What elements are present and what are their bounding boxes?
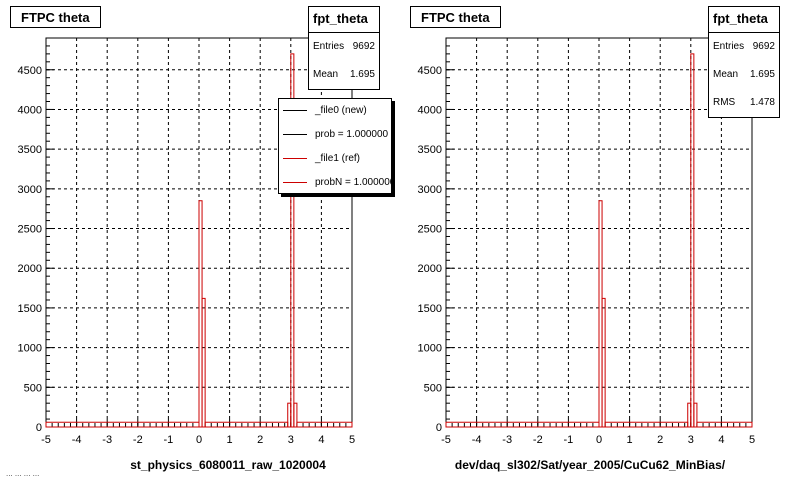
legend-line-black <box>283 134 307 135</box>
right-x-tick-label: 0 <box>596 434 602 446</box>
left-stats-row-mean: Mean 1.695 <box>309 61 379 89</box>
left-stats-mean-label: Mean <box>313 69 339 80</box>
left-stats-mean-value: 1.695 <box>349 69 375 80</box>
left-chart-title: FTPC theta <box>10 6 101 28</box>
left-stats-row-entries: Entries 9692 <box>309 33 379 61</box>
right-x-tick-label: 4 <box>718 434 724 446</box>
left-y-tick-label: 1500 <box>18 303 42 315</box>
right-x-tick-label: 2 <box>657 434 663 446</box>
right-y-tick-label: 0 <box>436 422 442 434</box>
right-x-tick-label: -5 <box>441 434 451 446</box>
footer-timestamp: ... ... ... ... <box>6 469 40 478</box>
left-y-tick-label: 500 <box>24 382 42 394</box>
right-stats-row-mean: Mean 1.695 <box>709 61 779 89</box>
left-histogram-bin <box>293 402 298 428</box>
legend-entry-label: _file0 (new) <box>315 105 367 116</box>
left-y-tick-label: 1000 <box>18 343 42 355</box>
right-x-axis-label: dev/daq_sl302/Sat/year_2005/CuCu62_MinBi… <box>454 458 726 472</box>
right-stats-row-entries: Entries 9692 <box>709 33 779 61</box>
left-x-tick-label: -3 <box>102 434 112 446</box>
right-stats-rms-value: 1.478 <box>749 97 775 108</box>
left-stats-entries-value: 9692 <box>352 41 375 52</box>
right-y-tick-label: 4500 <box>418 65 442 77</box>
right-x-tick-label: 1 <box>627 434 633 446</box>
right-stats-entries-label: Entries <box>713 41 745 52</box>
right-stats-name: fpt_theta <box>709 7 779 33</box>
left-y-tick-label: 3500 <box>18 144 42 156</box>
left-x-axis-label: st_physics_6080011_raw_1020004 <box>130 458 326 472</box>
left-histogram-bin <box>290 53 295 428</box>
left-x-tick-label: -2 <box>133 434 143 446</box>
left-x-tick-label: 5 <box>349 434 355 446</box>
left-x-tick-label: -5 <box>41 434 51 446</box>
right-histogram-bin <box>696 421 753 428</box>
left-x-tick-label: 2 <box>257 434 263 446</box>
right-x-tick-label: -2 <box>533 434 543 446</box>
right-histogram-bin <box>693 402 698 428</box>
left-histogram-bin <box>296 421 353 428</box>
legend-entry-label: _file1 (ref) <box>315 153 361 164</box>
legend-entry-probn: probN = 1.000000 <box>279 171 392 193</box>
left-x-tick-label: 4 <box>318 434 324 446</box>
right-stats-mean-label: Mean <box>713 69 739 80</box>
right-stats-row-rms: RMS 1.478 <box>709 89 779 117</box>
left-stats-box: fpt_theta Entries 9692 Mean 1.695 <box>308 6 380 90</box>
legend-line-black <box>283 110 307 111</box>
right-stats-mean-value: 1.695 <box>749 69 775 80</box>
right-x-tick-label: 5 <box>749 434 755 446</box>
left-stats-name: fpt_theta <box>309 7 379 33</box>
legend-entry-label: prob = 1.000000 <box>315 129 389 140</box>
left-x-tick-label: 1 <box>227 434 233 446</box>
right-y-tick-label: 500 <box>424 382 442 394</box>
left-y-tick-label: 4500 <box>18 65 42 77</box>
right-y-tick-label: 2500 <box>418 224 442 236</box>
legend-entry-label: probN = 1.000000 <box>315 177 392 188</box>
left-x-tick-label: 0 <box>196 434 202 446</box>
right-x-tick-label: 3 <box>688 434 694 446</box>
right-histogram-bin <box>601 297 606 428</box>
right-histogram-bin <box>690 53 695 428</box>
right-stats-rms-label: RMS <box>713 97 736 108</box>
legend-entry-file1: _file1 (ref) <box>279 147 391 171</box>
left-y-tick-label: 2500 <box>18 224 42 236</box>
right-stats-entries-value: 9692 <box>752 41 775 52</box>
right-x-tick-label: -1 <box>564 434 574 446</box>
left-y-tick-label: 0 <box>36 422 42 434</box>
right-x-tick-label: -4 <box>472 434 482 446</box>
left-x-tick-label: -1 <box>164 434 174 446</box>
right-y-tick-label: 1000 <box>418 343 442 355</box>
left-stats-entries-label: Entries <box>313 41 345 52</box>
left-x-tick-label: -4 <box>72 434 82 446</box>
left-y-tick-label: 2000 <box>18 263 42 275</box>
right-y-tick-label: 3000 <box>418 184 442 196</box>
right-x-tick-label: -3 <box>502 434 512 446</box>
left-legend: _file0 (new) prob = 1.000000 _file1 (ref… <box>278 98 392 194</box>
left-x-tick-label: 3 <box>288 434 294 446</box>
right-y-tick-label: 3500 <box>418 144 442 156</box>
right-y-tick-label: 1500 <box>418 303 442 315</box>
legend-entry-file0: _file0 (new) <box>279 99 391 123</box>
legend-line-red <box>283 182 307 183</box>
left-y-tick-label: 3000 <box>18 184 42 196</box>
left-histogram-bin <box>201 297 206 428</box>
right-chart-title: FTPC theta <box>410 6 501 28</box>
legend-entry-prob: prob = 1.000000 <box>279 123 391 147</box>
right-stats-box: fpt_theta Entries 9692 Mean 1.695 RMS 1.… <box>708 6 780 118</box>
left-y-tick-label: 4000 <box>18 104 42 116</box>
right-y-tick-label: 4000 <box>418 104 442 116</box>
legend-line-red <box>283 158 307 159</box>
right-y-tick-label: 2000 <box>418 263 442 275</box>
